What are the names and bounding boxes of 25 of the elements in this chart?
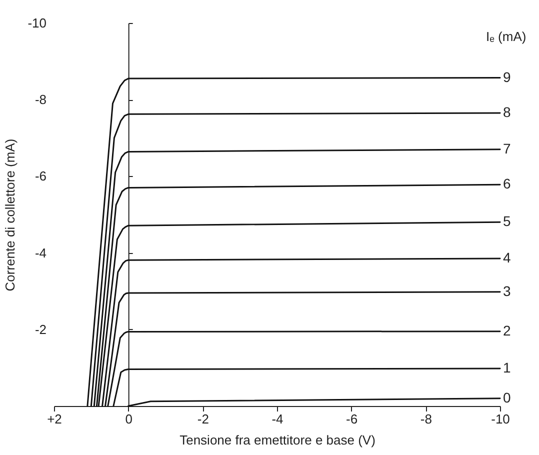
series-label: 8 (503, 104, 511, 120)
x-tick-label: +2 (47, 412, 62, 426)
series-label: 7 (503, 140, 511, 156)
series-label: 2 (503, 322, 511, 338)
series-label: 5 (503, 213, 511, 230)
x-tick-label: -4 (272, 412, 284, 426)
x-tick-label: -8 (420, 412, 432, 426)
x-tick-label: -10 (491, 412, 510, 426)
x-axis-title: Tensione fra emettitore e base (V) (180, 432, 376, 448)
y-axis-title: Corrente di collettore (mA) (2, 138, 18, 292)
x-tick-label: 0 (125, 412, 132, 426)
series-label: 1 (503, 359, 511, 376)
y-tick-label: -6 (34, 168, 46, 184)
y-tick-label: -4 (34, 245, 46, 260)
y-tick-label: -8 (34, 92, 46, 108)
x-tick-label: -6 (346, 412, 358, 426)
series-label: 6 (503, 176, 511, 192)
series-label: 3 (503, 282, 511, 299)
series-label: 0 (503, 389, 511, 406)
series-label: 4 (503, 250, 511, 266)
y-tick-label: -2 (34, 322, 46, 337)
series-label: 9 (503, 68, 511, 85)
y-tick-label: -10 (28, 16, 46, 30)
legend-title: Iₑ (mA) (486, 29, 526, 44)
x-tick-label: -2 (197, 412, 209, 426)
